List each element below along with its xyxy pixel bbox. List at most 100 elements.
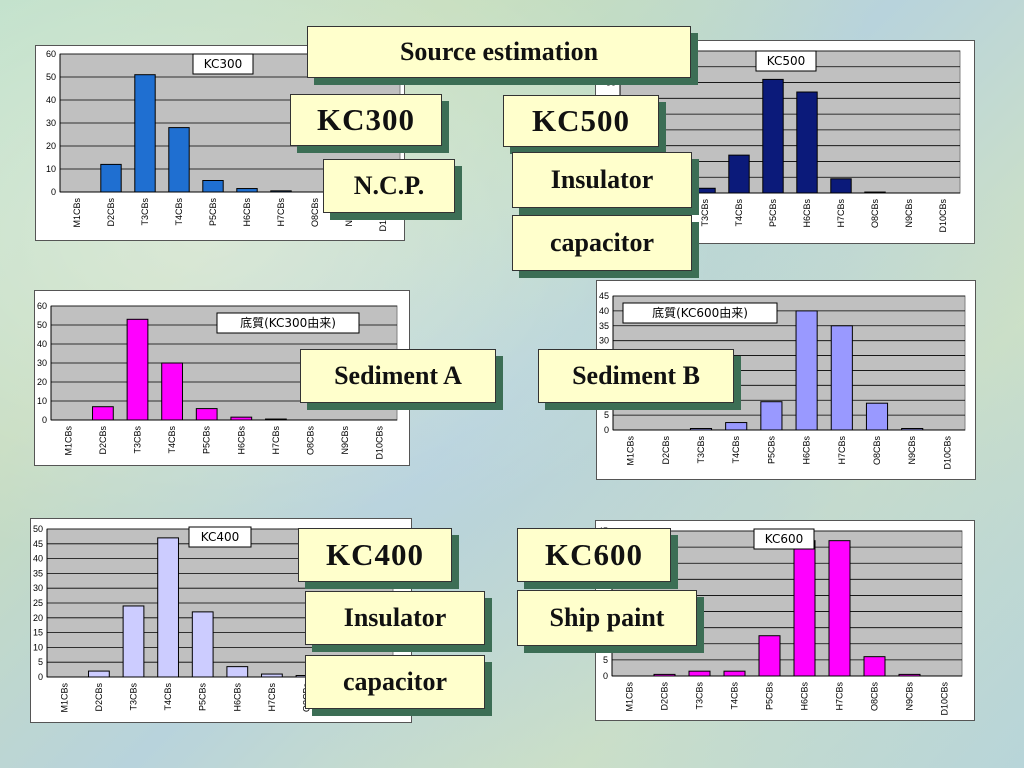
svg-text:KC600: KC600	[765, 532, 804, 546]
bar-D2CBs	[100, 163, 122, 193]
bar-H7CBs	[828, 540, 851, 677]
label-sediment-b: Sediment B	[538, 349, 734, 403]
x-tick-label: T4CBs	[167, 426, 177, 454]
x-tick-label: D2CBs	[98, 426, 108, 455]
bar-T4CBs	[723, 670, 746, 677]
bar-H6CBs	[793, 540, 816, 677]
bar-P5CBs	[202, 180, 224, 193]
x-tick-label: N9CBs	[905, 682, 915, 711]
x-tick-label: M1CBs	[632, 199, 642, 229]
label-insulator-kc400: Insulator	[305, 591, 485, 645]
y-tick-label: 20	[33, 613, 43, 623]
bar-P5CBs	[191, 611, 214, 678]
bar-T4CBs	[725, 422, 748, 431]
y-tick-label: 40	[599, 306, 609, 316]
bar-H6CBs	[230, 416, 253, 421]
x-tick-label: T4CBs	[174, 198, 184, 226]
x-tick-label: D10CBs	[375, 426, 385, 460]
label-kc500: KC500	[503, 95, 659, 147]
x-tick-label: T3CBs	[133, 426, 143, 454]
bar-H7CBs	[261, 673, 283, 678]
bar-D2CBs	[653, 673, 676, 677]
bar-P5CBs	[760, 401, 783, 431]
y-tick-label: 40	[46, 95, 56, 105]
bar-D2CBs	[92, 406, 114, 421]
x-tick-label: H7CBs	[836, 199, 846, 228]
x-tick-label: T3CBs	[129, 683, 139, 711]
bar-O8CBs	[864, 191, 886, 194]
y-tick-label: 35	[33, 568, 43, 578]
x-tick-label: H7CBs	[835, 682, 845, 711]
y-tick-label: 30	[599, 336, 609, 346]
bar-H7CBs	[830, 325, 853, 431]
label-kc600: KC600	[517, 528, 671, 582]
label-ship-paint: Ship paint	[517, 590, 697, 646]
x-tick-label: H6CBs	[802, 199, 812, 228]
bar-H6CBs	[236, 188, 258, 193]
y-tick-label: 0	[51, 187, 56, 197]
bar-T3CBs	[694, 187, 716, 194]
chart-title: KC600	[753, 528, 815, 550]
y-tick-label: 20	[37, 377, 47, 387]
y-tick-label: 35	[599, 321, 609, 331]
label-kc400: KC400	[298, 528, 452, 582]
x-tick-label: T3CBs	[695, 682, 705, 710]
x-tick-label: P5CBs	[202, 426, 212, 455]
x-tick-label: T4CBs	[730, 682, 740, 710]
chart-title: KC500	[755, 50, 817, 72]
x-tick-label: P5CBs	[765, 682, 775, 711]
y-tick-label: 5	[38, 657, 43, 667]
y-tick-label: 0	[38, 672, 43, 682]
bar-T3CBs	[134, 74, 156, 193]
bar-O8CBs	[863, 656, 886, 677]
x-tick-label: T3CBs	[696, 436, 706, 464]
x-tick-label: N9CBs	[904, 199, 914, 228]
y-tick-label: 30	[46, 118, 56, 128]
y-tick-label: 35	[606, 78, 616, 88]
y-tick-label: 60	[46, 49, 56, 59]
x-tick-label: T4CBs	[734, 199, 744, 227]
svg-text:底質(KC600由来): 底質(KC600由来)	[652, 305, 748, 320]
y-tick-label: 10	[33, 642, 43, 652]
x-tick-label: T4CBs	[163, 683, 173, 711]
x-tick-label: O8CBs	[870, 199, 880, 229]
y-tick-label: 0	[603, 671, 608, 681]
y-tick-label: 15	[33, 628, 43, 638]
bar-H6CBs	[796, 91, 818, 194]
x-tick-label: H7CBs	[267, 683, 277, 712]
bar-T3CBs	[688, 670, 711, 677]
x-tick-label: P5CBs	[768, 199, 778, 228]
source-estimation-title: Source estimation	[307, 26, 691, 78]
x-tick-label: M1CBs	[59, 683, 69, 713]
label-sediment-a: Sediment A	[300, 349, 496, 403]
x-tick-label: D2CBs	[661, 436, 671, 465]
y-tick-label: 45	[599, 291, 609, 301]
x-tick-label: H6CBs	[802, 436, 812, 465]
x-tick-label: T3CBs	[700, 199, 710, 227]
y-tick-label: 50	[33, 524, 43, 534]
y-tick-label: 45	[33, 539, 43, 549]
bar-H7CBs	[830, 178, 852, 194]
y-tick-label: 10	[37, 396, 47, 406]
x-tick-label: H6CBs	[232, 683, 242, 712]
bar-T3CBs	[126, 318, 149, 421]
bar-N9CBs	[901, 428, 924, 431]
x-tick-label: H6CBs	[236, 426, 246, 455]
chart-sediment-b: 051015202530354045M1CBsD2CBsT3CBsT4CBsP5…	[596, 280, 976, 480]
y-tick-label: 0	[604, 425, 609, 435]
y-tick-label: 0	[42, 415, 47, 425]
x-tick-label: N9CBs	[340, 426, 350, 455]
x-tick-label: D2CBs	[94, 683, 104, 712]
x-tick-label: T4CBs	[731, 436, 741, 464]
bar-P5CBs	[195, 408, 218, 421]
label-insulator-kc500: Insulator	[512, 152, 692, 208]
bar-H7CBs	[270, 190, 292, 193]
svg-text:底質(KC300由来): 底質(KC300由来)	[240, 315, 336, 330]
label-capacitor-kc400: capacitor	[305, 655, 485, 709]
bar-H7CBs	[265, 418, 287, 421]
label-ncp: N.C.P.	[323, 159, 455, 213]
svg-text:KC400: KC400	[201, 530, 240, 544]
x-tick-label: H7CBs	[276, 198, 286, 227]
x-tick-label: D2CBs	[660, 682, 670, 711]
bar-T4CBs	[168, 127, 190, 193]
